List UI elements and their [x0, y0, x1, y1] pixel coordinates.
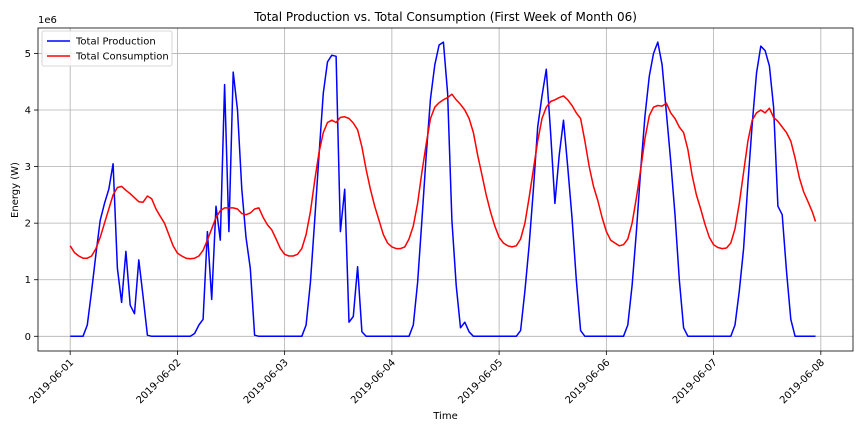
plot-series: [69, 41, 817, 338]
legend-label-production: Total Production: [75, 37, 156, 48]
plot-frame: [37, 27, 854, 352]
series-line-consumption: [69, 93, 817, 260]
y-axis-label: Energy (W): [10, 162, 21, 218]
legend: Total Production Total Consumption: [41, 30, 173, 67]
y-tick-label: 5: [25, 49, 31, 60]
y-tick-label: 0: [25, 332, 31, 343]
y-tick-label: 1: [25, 275, 31, 286]
chart-title: Total Production vs. Total Consumption (…: [253, 10, 637, 24]
series-line-production: [70, 41, 816, 338]
y-tick-label: 4: [25, 106, 31, 117]
y-tick-label: 3: [25, 162, 31, 173]
y-tick-label: 2: [25, 219, 31, 230]
x-axis-label: Time: [432, 411, 457, 422]
legend-label-consumption: Total Consumption: [75, 52, 169, 63]
y-offset-label: 1e6: [38, 15, 57, 26]
legend-box: [41, 30, 173, 67]
